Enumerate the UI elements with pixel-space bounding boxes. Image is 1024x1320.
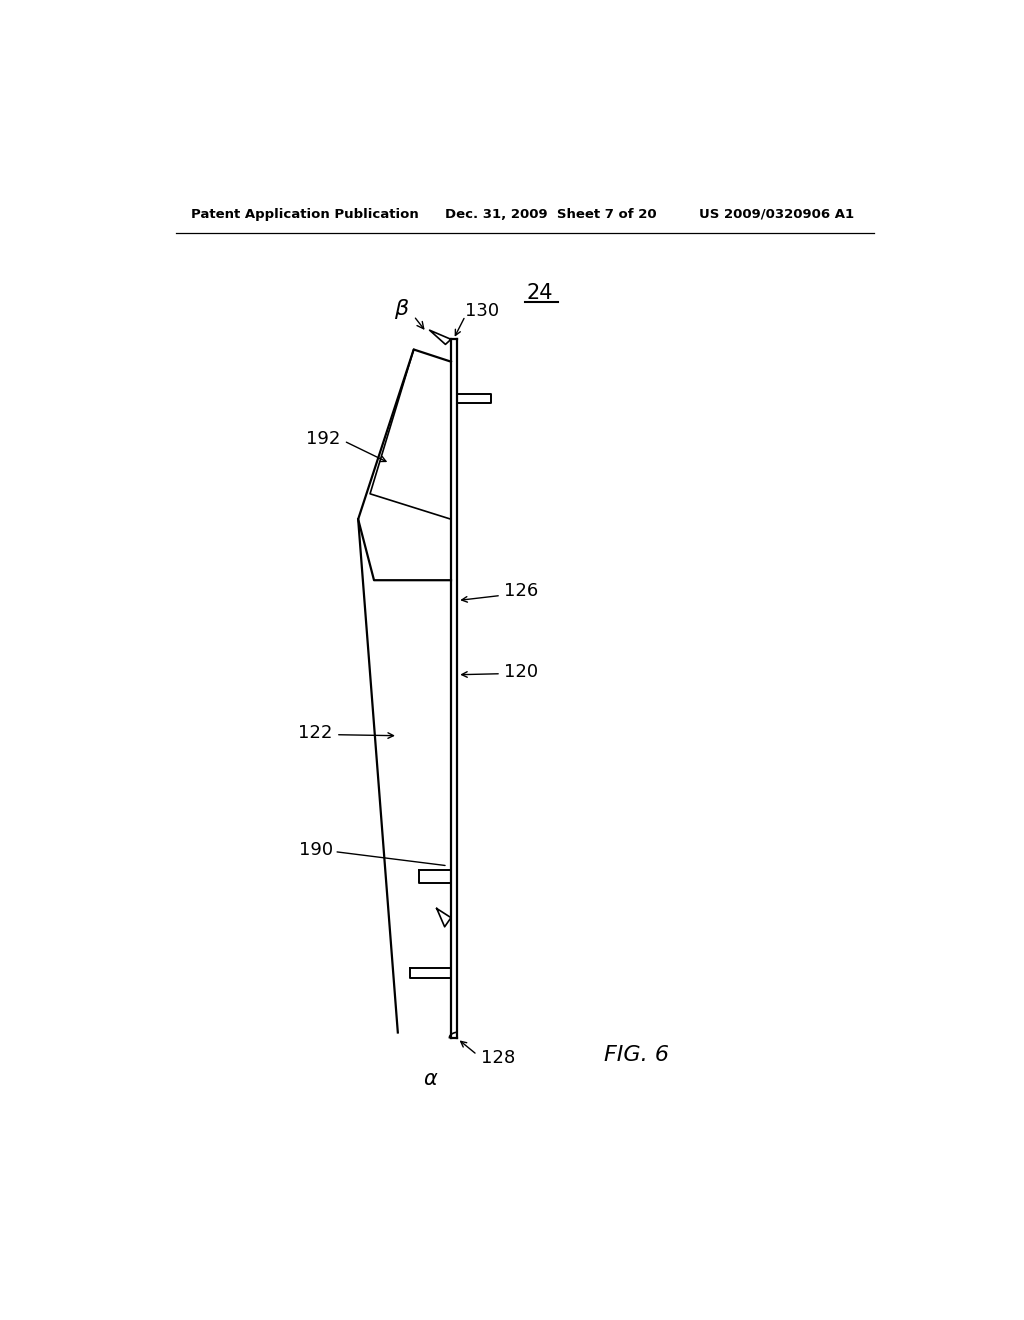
Text: Patent Application Publication: Patent Application Publication — [191, 207, 419, 220]
Text: Dec. 31, 2009  Sheet 7 of 20: Dec. 31, 2009 Sheet 7 of 20 — [445, 207, 657, 220]
Text: US 2009/0320906 A1: US 2009/0320906 A1 — [699, 207, 854, 220]
Text: $\beta$: $\beta$ — [394, 297, 410, 321]
Text: 190: 190 — [299, 841, 333, 858]
Text: 130: 130 — [465, 302, 500, 319]
Text: $\alpha$: $\alpha$ — [423, 1069, 439, 1089]
Text: 120: 120 — [504, 663, 539, 681]
Text: FIG. 6: FIG. 6 — [604, 1045, 669, 1065]
Text: 128: 128 — [481, 1049, 515, 1067]
Text: 24: 24 — [526, 282, 553, 302]
Text: 126: 126 — [504, 582, 539, 601]
Text: 192: 192 — [306, 430, 341, 447]
Text: 122: 122 — [298, 723, 333, 742]
